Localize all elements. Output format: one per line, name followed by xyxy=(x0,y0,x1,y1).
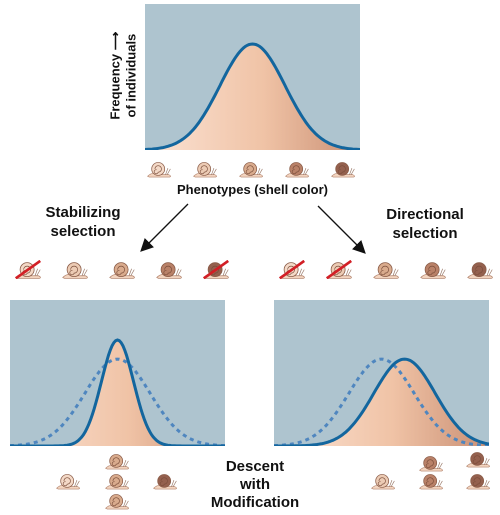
snail-icon xyxy=(420,262,446,279)
directional-selection-label: Directional selection xyxy=(370,206,480,244)
snail-icon xyxy=(285,162,309,178)
stabilizing-selection-label: Stabilizing selection xyxy=(28,204,138,242)
snail-icon xyxy=(105,454,129,470)
directional-original-dotted-curve xyxy=(274,357,489,446)
stabilizing-line2: selection xyxy=(50,222,116,240)
stabilizing-descendant-snails xyxy=(0,450,250,515)
snail-icon xyxy=(466,474,490,490)
stabilizing-original-dotted-curve xyxy=(10,357,225,446)
red-slash-icon xyxy=(278,260,306,280)
directional-selection-snail-row xyxy=(272,258,497,284)
directional-line2: selection xyxy=(392,224,458,242)
snail-icon xyxy=(419,456,443,472)
red-slash-icon xyxy=(325,260,353,280)
snail-icon xyxy=(56,474,80,490)
descent-line3: Modification xyxy=(210,494,300,511)
snail-icon xyxy=(193,162,217,178)
x-axis-label: Phenotypes (shell color) xyxy=(177,182,328,197)
snail-icon xyxy=(371,474,395,490)
original-distribution-curve xyxy=(145,42,360,150)
snail-icon xyxy=(105,494,129,510)
snail-icon xyxy=(278,260,306,280)
arrows xyxy=(140,203,366,254)
directional-distribution-chart xyxy=(274,300,489,446)
snail-icon xyxy=(156,262,182,279)
stabilizing-selection-snail-row xyxy=(8,258,233,284)
stabilizing-new-curve xyxy=(10,338,225,446)
red-slash-icon xyxy=(14,260,42,280)
stabilizing-distribution-chart xyxy=(10,300,225,446)
phenotype-snail-row xyxy=(140,158,365,182)
stabilizing-new-area xyxy=(10,340,225,446)
directional-line1: Directional xyxy=(386,206,464,223)
snail-icon xyxy=(62,262,88,279)
descent-with-modification-label: Descent with Modification xyxy=(205,458,305,512)
snail-icon xyxy=(373,262,399,279)
snail-icon xyxy=(467,262,493,279)
directional-descendant-snails xyxy=(260,450,500,515)
snail-icon xyxy=(202,260,230,280)
snail-icon xyxy=(466,452,490,468)
snail-icon xyxy=(239,162,263,178)
snail-icon xyxy=(105,474,129,490)
snail-icon xyxy=(109,262,135,279)
original-distribution-chart xyxy=(145,4,360,150)
red-slash-icon xyxy=(202,260,230,280)
snail-icon xyxy=(147,162,171,178)
arrow-icon-right xyxy=(317,205,366,254)
arrow-icon-left xyxy=(140,203,189,252)
snail-icon xyxy=(14,260,42,280)
descent-line2: with xyxy=(240,476,270,493)
snail-icon xyxy=(331,162,355,178)
snail-icon xyxy=(419,474,443,490)
stabilizing-line1: Stabilizing xyxy=(45,204,121,221)
snail-icon xyxy=(325,260,353,280)
directional-new-curve xyxy=(274,357,489,446)
snail-icon xyxy=(153,474,177,490)
descent-line1: Descent xyxy=(225,458,285,475)
